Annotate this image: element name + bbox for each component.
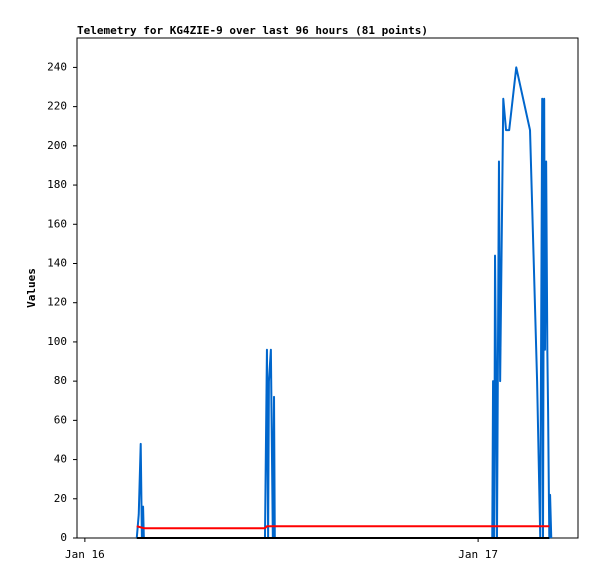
- y-tick-label: 20: [54, 492, 67, 505]
- y-tick-label: 240: [47, 60, 67, 73]
- y-tick-label: 80: [54, 374, 67, 387]
- y-tick-label: 0: [60, 531, 67, 544]
- y-tick-label: 40: [54, 453, 67, 466]
- y-tick-label: 160: [47, 217, 67, 230]
- y-tick-label: 120: [47, 296, 67, 309]
- y-tick-label: 140: [47, 256, 67, 269]
- y-tick-label: 220: [47, 100, 67, 113]
- series-line: [136, 525, 550, 530]
- y-tick-label: 180: [47, 178, 67, 191]
- y-tick-label: 200: [47, 139, 67, 152]
- chart-title: Telemetry for KG4ZIE-9 over last 96 hour…: [77, 24, 428, 37]
- x-tick-label: Jan 16: [65, 548, 105, 561]
- series-line: [135, 66, 553, 539]
- y-tick-label: 60: [54, 413, 67, 426]
- y-tick-label: 100: [47, 335, 67, 348]
- x-tick-label: Jan 17: [458, 548, 498, 561]
- y-axis-label: Values: [25, 268, 38, 308]
